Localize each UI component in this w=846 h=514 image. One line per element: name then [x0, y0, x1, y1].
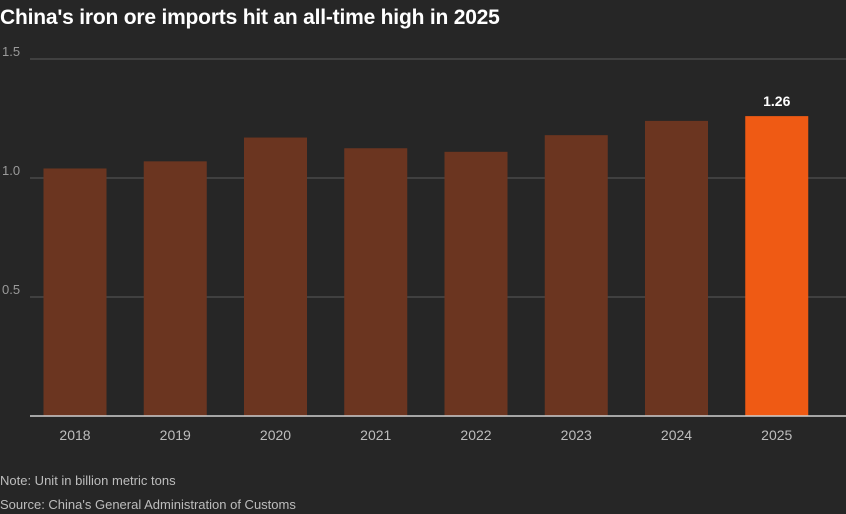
x-tick-label: 2018: [59, 427, 90, 443]
bar-2025: [745, 116, 809, 417]
chart-source: Source: China's General Administration o…: [0, 497, 296, 512]
y-tick-label: 1.5: [2, 44, 20, 59]
x-tick-label: 2025: [761, 427, 792, 443]
bar-2018: [43, 168, 107, 416]
y-tick-label: 1.0: [2, 163, 20, 178]
y-tick-label: 0.5: [2, 282, 20, 297]
x-tick-label: 2019: [160, 427, 191, 443]
chart-title: China's iron ore imports hit an all-time…: [0, 6, 500, 29]
bar-2022: [444, 151, 508, 416]
x-tick-label: 2023: [561, 427, 592, 443]
gridlines: 0.5 1.0 1.5: [2, 44, 846, 298]
chart-note: Note: Unit in billion metric tons: [0, 473, 176, 488]
bar-2024: [645, 120, 708, 416]
x-tick-label: 2021: [360, 427, 391, 443]
x-tick-label: 2022: [460, 427, 491, 443]
bar-2020: [244, 137, 307, 417]
labels: 2018 2019 2020 2021 2022 2023 2024 2025 1.26: [30, 93, 846, 443]
x-tick-label: 2024: [661, 427, 692, 443]
bar-2023: [544, 135, 608, 416]
x-tick-label: 2020: [260, 427, 291, 443]
bar-2021: [344, 148, 408, 416]
bar-2019: [143, 161, 207, 416]
bar-chart: 0.51.01.5 2018 2019 2020 2021 2022 2023 2024 20…: [2, 44, 846, 443]
bars: [43, 116, 809, 417]
data-label: 1.26: [763, 93, 790, 109]
